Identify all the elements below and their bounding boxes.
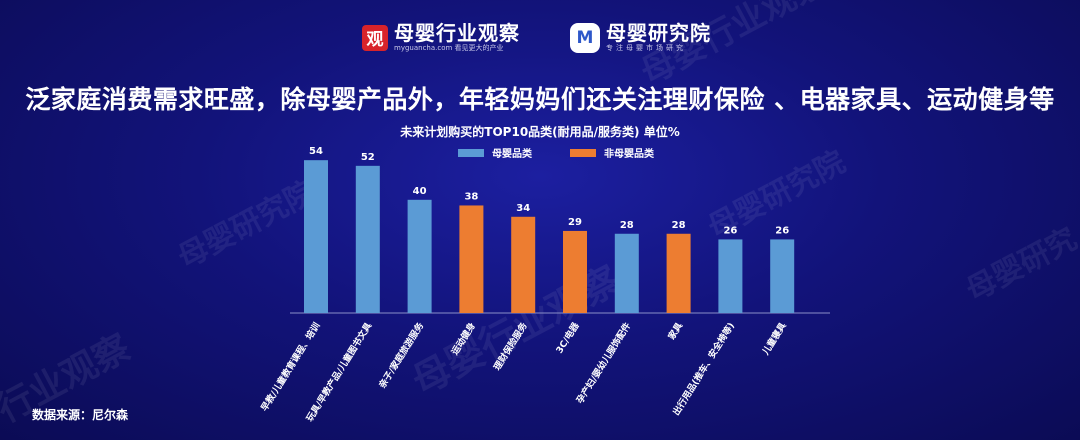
data-label: 54 — [309, 146, 323, 157]
data-label: 34 — [516, 203, 530, 214]
bar — [718, 239, 743, 313]
category-label: 运动健身 — [449, 320, 478, 357]
legend-swatch-muying — [458, 148, 484, 157]
category-label: 家具 — [665, 320, 685, 342]
page-headline: 泛家庭消费需求旺盛，除母婴产品外，年轻妈妈们还关注理财保险 、电器家具、运动健身… — [25, 85, 1055, 114]
bar — [459, 205, 484, 313]
legend-label-fei-muying: 非母婴品类 — [604, 149, 654, 160]
data-source: 数据来源：尼尔森 — [32, 408, 129, 422]
data-label: 29 — [568, 217, 582, 228]
bar — [304, 160, 328, 313]
yanjiu-logo: M 母婴研究院 专注母婴市场研究 — [570, 22, 711, 53]
legend-label-muying: 母婴品类 — [492, 149, 532, 160]
chart-legend: 母婴品类 非母婴品类 — [458, 145, 692, 160]
bar — [407, 199, 432, 313]
guancha-logo: 观 母婴行业观察 myguancha.com 看见更大的产业 — [362, 22, 520, 53]
bar — [563, 230, 587, 313]
guancha-sub: myguancha.com 看见更大的产业 — [394, 44, 504, 52]
logo-bar: 观 母婴行业观察 myguancha.com 看见更大的产业 M 母婴研究院 专… — [0, 22, 1080, 56]
data-label: 52 — [361, 152, 375, 163]
data-label: 26 — [775, 225, 789, 236]
data-label: 38 — [464, 191, 478, 202]
yanjiu-sub: 专注母婴市场研究 — [606, 44, 686, 52]
guancha-badge-icon: 观 — [362, 24, 388, 51]
category-label: 理财保险服务 — [491, 319, 530, 372]
category-label: 儿童寝具 — [759, 320, 789, 358]
data-label: 40 — [413, 186, 427, 197]
guancha-name: 母婴行业观察 — [394, 21, 520, 45]
legend-item-muying: 母婴品类 — [458, 145, 532, 160]
yanjiu-badge-icon: M — [570, 22, 600, 53]
chart-title: 未来计划购买的TOP10品类(耐用品/服务类) 单位% — [400, 125, 680, 139]
bar — [666, 233, 691, 313]
category-label: 早教/儿童教育课程、培训 — [258, 320, 322, 413]
legend-item-fei-muying: 非母婴品类 — [570, 145, 654, 160]
data-label: 28 — [620, 220, 634, 231]
data-label: 28 — [672, 220, 686, 231]
bar — [614, 233, 639, 313]
bar — [355, 165, 380, 313]
bar — [770, 239, 795, 313]
category-label: 孕产妇/婴幼儿服饰配件 — [574, 320, 634, 405]
category-label: 亲子/家庭旅游服务 — [376, 319, 427, 390]
data-label: 26 — [723, 225, 737, 236]
yanjiu-name: 母婴研究院 — [606, 21, 711, 45]
legend-swatch-fei-muying — [570, 148, 596, 157]
bar — [511, 216, 536, 313]
category-label: 3C/电器 — [553, 319, 582, 355]
